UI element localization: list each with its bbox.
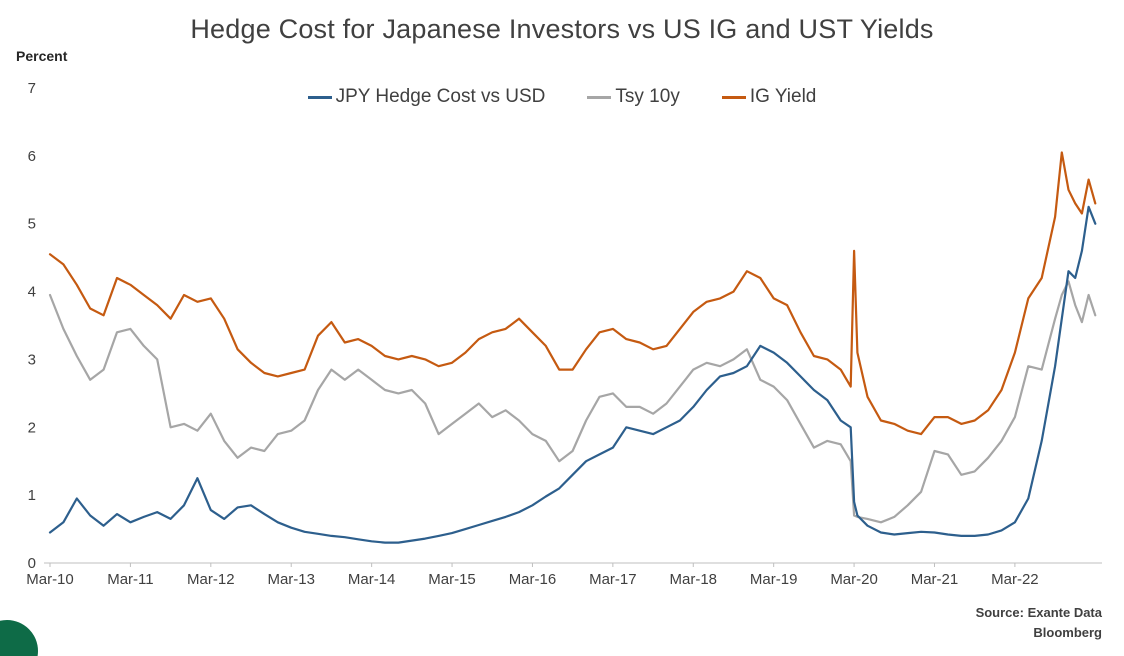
x-tick-label: Mar-14 xyxy=(348,571,396,588)
series-line-tsy-10y xyxy=(48,280,1097,524)
x-tick-label: Mar-18 xyxy=(670,571,718,588)
chart-legend: JPY Hedge Cost vs USD Tsy 10y IG Yield xyxy=(0,86,1124,108)
legend-label: JPY Hedge Cost vs USD xyxy=(335,86,546,107)
legend-label: Tsy 10y xyxy=(615,86,680,107)
legend-label: IG Yield xyxy=(749,86,817,107)
y-tick-label: 0 xyxy=(28,555,36,572)
x-tick-label: Mar-12 xyxy=(187,571,235,588)
y-tick-label: 3 xyxy=(28,351,36,368)
x-tick-label: Mar-13 xyxy=(267,571,315,588)
x-tick-label: Mar-16 xyxy=(509,571,557,588)
chart-title: Hedge Cost for Japanese Investors vs US … xyxy=(190,14,934,44)
y-tick-label: 2 xyxy=(28,419,36,436)
x-tick-label: Mar-15 xyxy=(428,571,476,588)
y-tick-label: 4 xyxy=(28,284,36,301)
x-tick-label: Mar-10 xyxy=(26,571,74,588)
y-tick-label: 1 xyxy=(28,487,36,504)
series-line-jpy-hedge-cost-vs-usd xyxy=(48,205,1097,544)
x-tick-label: Mar-20 xyxy=(830,571,878,588)
legend-line-swatch-tsy-10y xyxy=(587,95,612,99)
x-tick-label: Mar-19 xyxy=(750,571,798,588)
source-attribution: Source: Exante Data Bloomberg xyxy=(976,603,1102,642)
legend-item-ig-yield: IG Yield xyxy=(721,86,817,108)
x-tick-label: Mar-11 xyxy=(107,571,153,588)
x-tick-label: Mar-21 xyxy=(911,571,959,588)
x-tick-label: Mar-22 xyxy=(991,571,1039,588)
legend-line-swatch-jpy-hedge-cost-vs-usd xyxy=(307,95,332,99)
source-line-1: Source: Exante Data xyxy=(975,605,1102,620)
series-line-ig-yield xyxy=(48,151,1097,436)
y-tick-label: 6 xyxy=(28,148,36,165)
legend-item-tsy-10y: Tsy 10y xyxy=(587,86,680,108)
legend-item-jpy-hedge-cost-vs-usd: JPY Hedge Cost vs USD xyxy=(307,86,546,108)
y-axis-unit-label: Percent xyxy=(16,48,68,64)
source-line-2: Bloomberg xyxy=(1033,624,1102,640)
y-tick-label: 7 xyxy=(28,80,36,97)
legend-line-swatch-ig-yield xyxy=(721,95,746,99)
x-tick-label: Mar-17 xyxy=(589,571,637,588)
y-tick-label: 5 xyxy=(28,216,36,233)
